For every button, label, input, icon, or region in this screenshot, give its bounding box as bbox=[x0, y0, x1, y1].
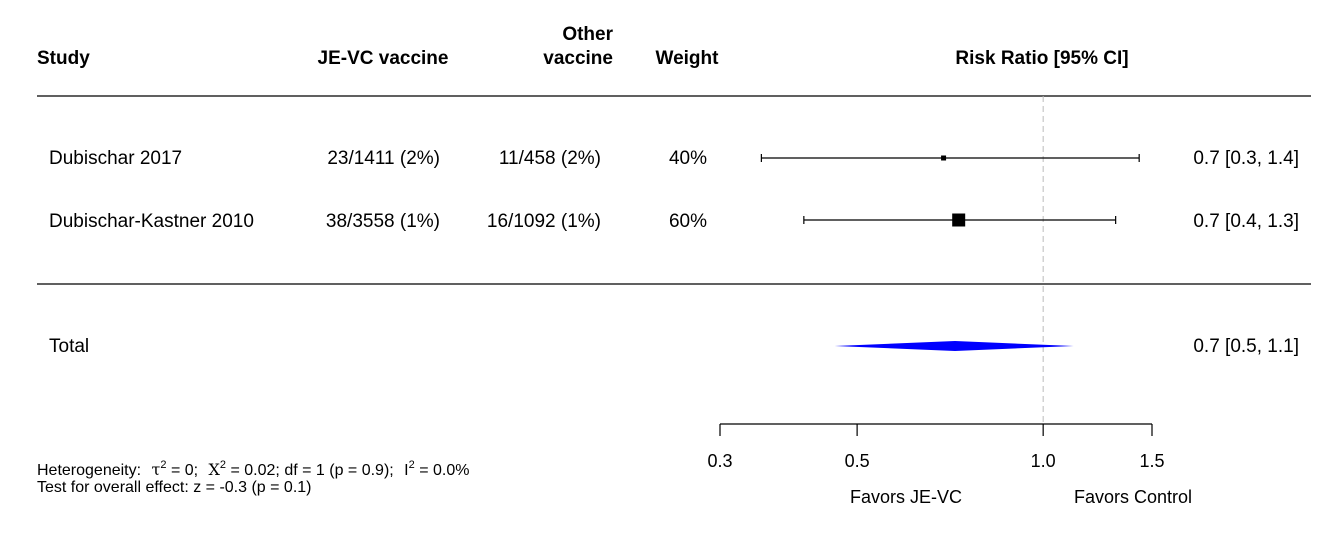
tick-label: 1.5 bbox=[1139, 451, 1164, 471]
header-other-line1: Other bbox=[562, 24, 613, 45]
jevc-events: 38/3558 (1%) bbox=[326, 211, 440, 232]
tick-label: 0.5 bbox=[845, 451, 870, 471]
header-risk-ratio: Risk Ratio [95% CI] bbox=[955, 48, 1128, 69]
other-events: 16/1092 (1%) bbox=[487, 211, 601, 232]
tick-label: 1.0 bbox=[1031, 451, 1056, 471]
study-weight: 60% bbox=[669, 211, 707, 232]
table-row: Dubischar-Kastner 2010 38/3558 (1%) 16/1… bbox=[49, 211, 1299, 232]
heterogeneity-text: Heterogeneity: τ2 = 0; X2 = 0.02; df = 1… bbox=[37, 459, 469, 479]
jevc-events: 23/1411 (2%) bbox=[327, 148, 440, 169]
header-study: Study bbox=[37, 48, 90, 69]
study-name: Dubischar-Kastner 2010 bbox=[49, 211, 254, 232]
table-row: Dubischar 2017 23/1411 (2%) 11/458 (2%) … bbox=[49, 148, 1299, 169]
study-ci-text: 0.7 [0.3, 1.4] bbox=[1193, 148, 1299, 169]
x-axis: 0.3 0.5 1.0 1.5 bbox=[707, 423, 1165, 471]
header-jevc: JE-VC vaccine bbox=[318, 48, 449, 69]
favors-left-label: Favors JE-VC bbox=[850, 487, 962, 507]
header-weight: Weight bbox=[656, 48, 720, 69]
total-label: Total bbox=[49, 336, 89, 357]
pooled-diamond bbox=[834, 341, 1074, 351]
favors-right-label: Favors Control bbox=[1074, 487, 1192, 507]
point-estimate-square bbox=[952, 213, 966, 227]
other-events: 11/458 (2%) bbox=[499, 148, 601, 169]
overall-effect-text: Test for overall effect: z = -0.3 (p = 0… bbox=[37, 479, 312, 496]
header-other-line2: vaccine bbox=[543, 48, 613, 69]
study-name: Dubischar 2017 bbox=[49, 148, 182, 169]
study-weight: 40% bbox=[669, 148, 707, 169]
point-estimate-square bbox=[941, 155, 947, 161]
tick-label: 0.3 bbox=[707, 451, 732, 471]
study-ci-text: 0.7 [0.4, 1.3] bbox=[1193, 211, 1299, 232]
total-ci-text: 0.7 [0.5, 1.1] bbox=[1193, 336, 1299, 357]
forest-marks bbox=[760, 154, 1140, 351]
